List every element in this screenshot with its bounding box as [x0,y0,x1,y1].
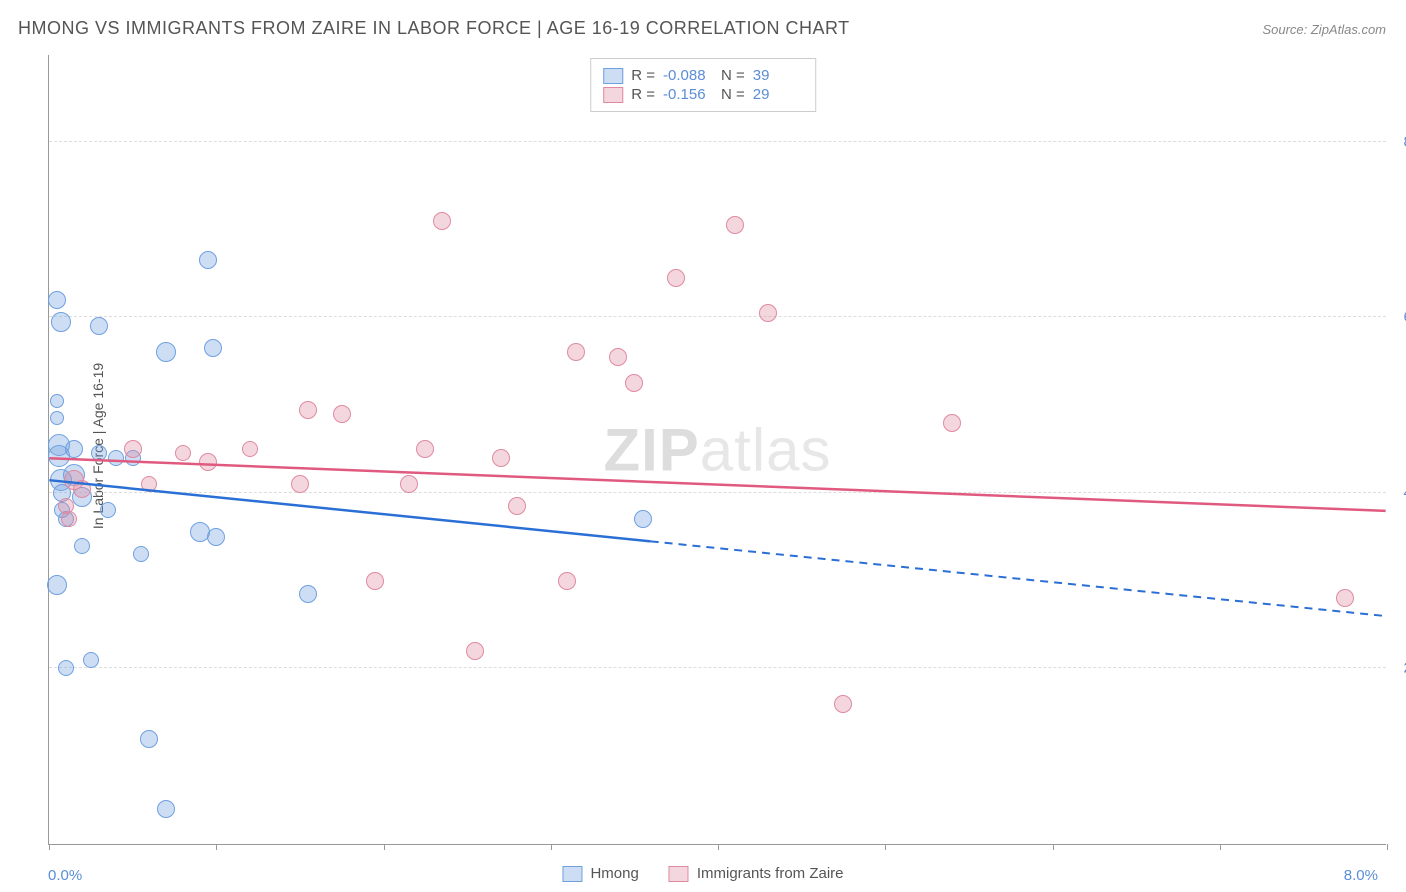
legend-r-label: R = [631,86,655,103]
data-point [58,660,74,676]
legend-r-value: -0.156 [663,86,713,103]
gridline [49,492,1386,493]
data-point [141,476,157,492]
data-point [204,339,222,357]
data-point [759,304,777,322]
series-name: Immigrants from Zaire [697,865,844,882]
series-name: Hmong [590,865,638,882]
data-point [108,450,124,466]
x-tick [49,844,50,850]
data-point [156,342,176,362]
data-point [625,374,643,392]
data-point [416,440,434,458]
data-point [190,522,210,542]
data-point [199,251,217,269]
data-point [834,695,852,713]
watermark: ZIPatlas [603,415,831,484]
data-point [65,440,83,458]
data-point [299,401,317,419]
data-point [609,348,627,366]
legend-swatch [603,68,623,84]
series-legend-item: Immigrants from Zaire [669,865,844,882]
data-point [333,405,351,423]
data-point [667,269,685,287]
data-point [73,480,91,498]
legend-r-label: R = [631,67,655,84]
data-point [47,575,67,595]
data-point [91,445,107,461]
data-point [567,343,585,361]
legend-n-value: 29 [753,86,803,103]
x-tick [216,844,217,850]
data-point [157,800,175,818]
data-point [366,572,384,590]
x-tick [718,844,719,850]
data-point [400,475,418,493]
data-point [634,510,652,528]
series-legend-item: Hmong [562,865,638,882]
x-tick [885,844,886,850]
data-point [299,585,317,603]
data-point [726,216,744,234]
x-tick [1053,844,1054,850]
chart-title: HMONG VS IMMIGRANTS FROM ZAIRE IN LABOR … [18,18,850,39]
legend-row: R = -0.156 N = 29 [603,86,803,103]
data-point [83,652,99,668]
gridline [49,316,1386,317]
legend-row: R = -0.088 N = 39 [603,67,803,84]
gridline [49,667,1386,668]
x-axis-max-label: 8.0% [1344,867,1378,884]
legend-n-value: 39 [753,67,803,84]
data-point [50,411,64,425]
x-tick [1220,844,1221,850]
source-label: Source: ZipAtlas.com [1262,22,1386,37]
legend-swatch [562,866,582,882]
legend-r-value: -0.088 [663,67,713,84]
data-point [466,642,484,660]
data-point [51,312,71,332]
data-point [207,528,225,546]
data-point [61,511,77,527]
data-point [1336,589,1354,607]
data-point [74,538,90,554]
data-point [175,445,191,461]
data-point [100,502,116,518]
data-point [291,475,309,493]
data-point [140,730,158,748]
legend-n-label: N = [721,86,745,103]
series-legend: Hmong Immigrants from Zaire [562,865,843,882]
data-point [492,449,510,467]
data-point [943,414,961,432]
legend-swatch [669,866,689,882]
x-tick [551,844,552,850]
data-point [242,441,258,457]
data-point [508,497,526,515]
data-point [50,394,64,408]
data-point [433,212,451,230]
data-point [558,572,576,590]
legend-n-label: N = [721,67,745,84]
legend-swatch [603,87,623,103]
data-point [124,440,142,458]
data-point [48,291,66,309]
gridline [49,141,1386,142]
x-tick [384,844,385,850]
correlation-legend: R = -0.088 N = 39 R = -0.156 N = 29 [590,58,816,112]
data-point [199,453,217,471]
x-tick [1387,844,1388,850]
x-axis-min-label: 0.0% [48,867,82,884]
plot-area: ZIPatlas 20.0%40.0%60.0%80.0% [48,55,1386,845]
data-point [90,317,108,335]
data-point [133,546,149,562]
